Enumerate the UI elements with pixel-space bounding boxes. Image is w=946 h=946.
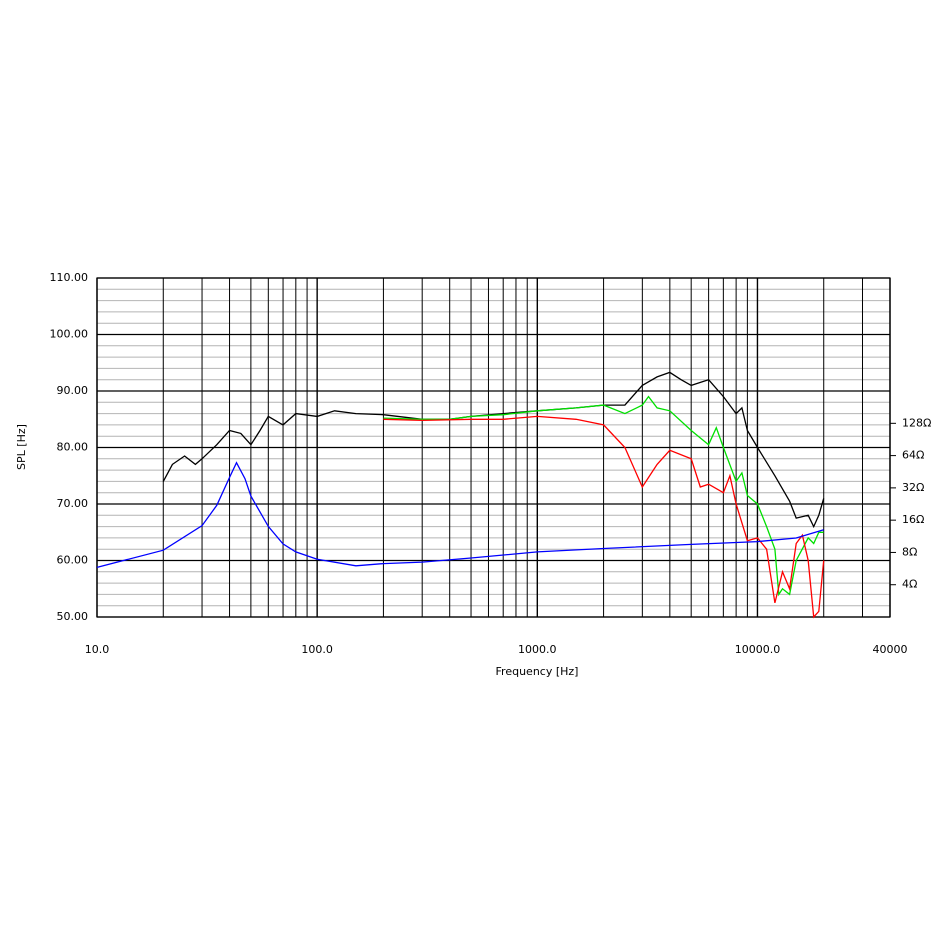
plot-frame bbox=[96, 277, 891, 618]
y-tick-label: 80.00 bbox=[57, 441, 89, 454]
y2-tick-label: 64Ω bbox=[902, 449, 924, 462]
y2-tick-label: 128Ω bbox=[902, 416, 931, 429]
y-tick-label: 50.00 bbox=[57, 610, 89, 623]
y-axis-label: SPL [Hz] bbox=[15, 424, 28, 470]
y2-tick-label: 32Ω bbox=[902, 481, 924, 494]
y-tick-label: 110.00 bbox=[50, 271, 89, 284]
x-tick-label: 1000.0 bbox=[518, 643, 557, 656]
series-line bbox=[96, 461, 824, 569]
y2-tick-label: 16Ω bbox=[902, 513, 924, 526]
x-tick-label: 100.0 bbox=[301, 643, 333, 656]
x-axis-label: Frequency [Hz] bbox=[496, 665, 579, 678]
y-tick-label: 70.00 bbox=[57, 497, 89, 510]
y-tick-label: 100.00 bbox=[50, 328, 89, 341]
x-tick-label: 10000.0 bbox=[735, 643, 781, 656]
series-line bbox=[383, 415, 825, 619]
x-tick-label: 10.0 bbox=[85, 643, 110, 656]
series-line bbox=[383, 395, 824, 597]
y2-tick-label: 8Ω bbox=[902, 545, 917, 558]
x-tick-label: 40000 bbox=[873, 643, 908, 656]
y-tick-label: 90.00 bbox=[57, 384, 89, 397]
y2-tick-label: 4Ω bbox=[902, 578, 917, 591]
y-tick-label: 60.00 bbox=[57, 554, 89, 567]
